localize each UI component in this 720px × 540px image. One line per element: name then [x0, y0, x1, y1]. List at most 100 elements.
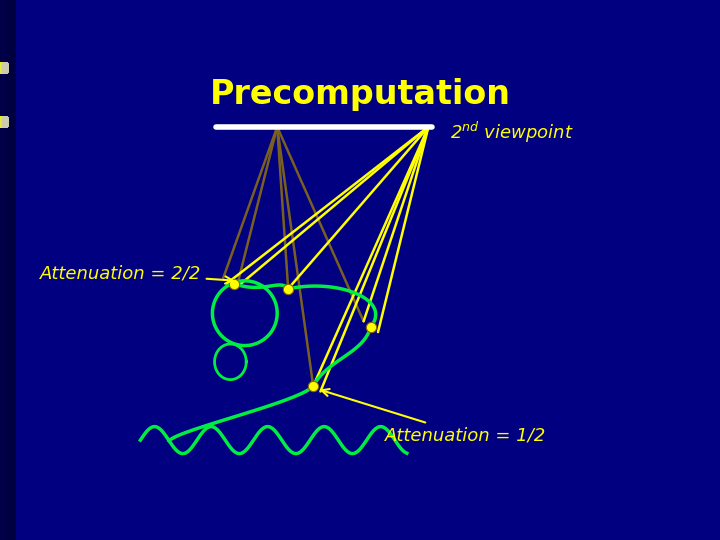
- Bar: [1, 63, 4, 72]
- Bar: [1, 63, 5, 72]
- Bar: [1, 63, 4, 72]
- Bar: [2, 63, 6, 72]
- Bar: [2, 63, 6, 72]
- Bar: [3, 63, 6, 72]
- Bar: [4, 63, 7, 72]
- Bar: [1, 0, 8, 540]
- Bar: [6, 0, 14, 540]
- Bar: [2, 117, 6, 126]
- Bar: [0, 63, 4, 72]
- Bar: [0, 117, 4, 126]
- Bar: [1, 117, 4, 126]
- Bar: [1, 63, 5, 72]
- Bar: [4, 63, 7, 72]
- Bar: [3, 117, 6, 126]
- Bar: [0, 63, 4, 72]
- Bar: [4, 63, 7, 72]
- Bar: [4, 63, 7, 72]
- Bar: [2, 63, 6, 72]
- Bar: [2, 63, 6, 72]
- Bar: [1, 63, 5, 72]
- Bar: [3, 0, 10, 540]
- Bar: [1, 63, 4, 72]
- Bar: [0, 117, 4, 126]
- Bar: [4, 0, 11, 540]
- Bar: [4, 0, 12, 540]
- Bar: [4, 63, 7, 72]
- Bar: [1, 117, 5, 126]
- Bar: [2, 63, 6, 72]
- Bar: [1, 117, 4, 126]
- Bar: [1, 117, 4, 126]
- Bar: [4, 0, 11, 540]
- Bar: [1, 63, 4, 72]
- Bar: [0, 0, 7, 540]
- Bar: [4, 0, 12, 540]
- Bar: [3, 117, 6, 126]
- Bar: [0, 117, 4, 126]
- Bar: [1, 117, 5, 126]
- Bar: [1, 117, 5, 126]
- Bar: [1, 117, 4, 126]
- Bar: [2, 117, 6, 126]
- Bar: [1, 63, 4, 72]
- Bar: [1, 117, 4, 126]
- Bar: [5, 0, 12, 540]
- Bar: [1, 117, 4, 126]
- Bar: [2, 117, 6, 126]
- Bar: [3, 63, 6, 72]
- Bar: [2, 117, 6, 126]
- Bar: [2, 117, 6, 126]
- Bar: [1, 0, 8, 540]
- Bar: [1, 117, 4, 126]
- Bar: [4, 117, 7, 126]
- Bar: [1, 0, 8, 540]
- Bar: [2, 63, 6, 72]
- Bar: [1, 63, 5, 72]
- Bar: [3, 117, 6, 126]
- Bar: [1, 117, 5, 126]
- Bar: [2, 63, 6, 72]
- Bar: [1, 117, 5, 126]
- Bar: [1, 117, 5, 126]
- Bar: [1, 117, 4, 126]
- Bar: [2, 0, 9, 540]
- Bar: [3, 63, 6, 72]
- Bar: [0, 63, 4, 72]
- Bar: [0, 117, 4, 126]
- Bar: [1, 117, 4, 126]
- Bar: [1, 63, 4, 72]
- Bar: [1, 117, 4, 126]
- Bar: [2, 63, 6, 72]
- Bar: [1, 63, 4, 72]
- Bar: [1, 63, 4, 72]
- Bar: [2, 117, 6, 126]
- Bar: [5, 0, 12, 540]
- Bar: [1, 63, 5, 72]
- Bar: [3, 63, 6, 72]
- Bar: [1, 63, 4, 72]
- Bar: [3, 117, 6, 126]
- Bar: [4, 63, 7, 72]
- Bar: [2, 0, 9, 540]
- Bar: [2, 63, 6, 72]
- Bar: [2, 0, 9, 540]
- Bar: [1, 117, 5, 126]
- Bar: [3, 63, 6, 72]
- Bar: [0, 0, 7, 540]
- Bar: [6, 0, 14, 540]
- Bar: [3, 63, 6, 72]
- Bar: [1, 63, 6, 72]
- Bar: [2, 117, 6, 126]
- Bar: [0, 117, 4, 126]
- Bar: [4, 117, 7, 126]
- Bar: [1, 63, 4, 72]
- Bar: [0, 117, 4, 126]
- Bar: [1, 117, 5, 126]
- Bar: [2, 0, 9, 540]
- Bar: [3, 63, 6, 72]
- Point: [307, 382, 319, 390]
- Bar: [1, 117, 4, 126]
- Bar: [6, 0, 13, 540]
- Bar: [3, 0, 10, 540]
